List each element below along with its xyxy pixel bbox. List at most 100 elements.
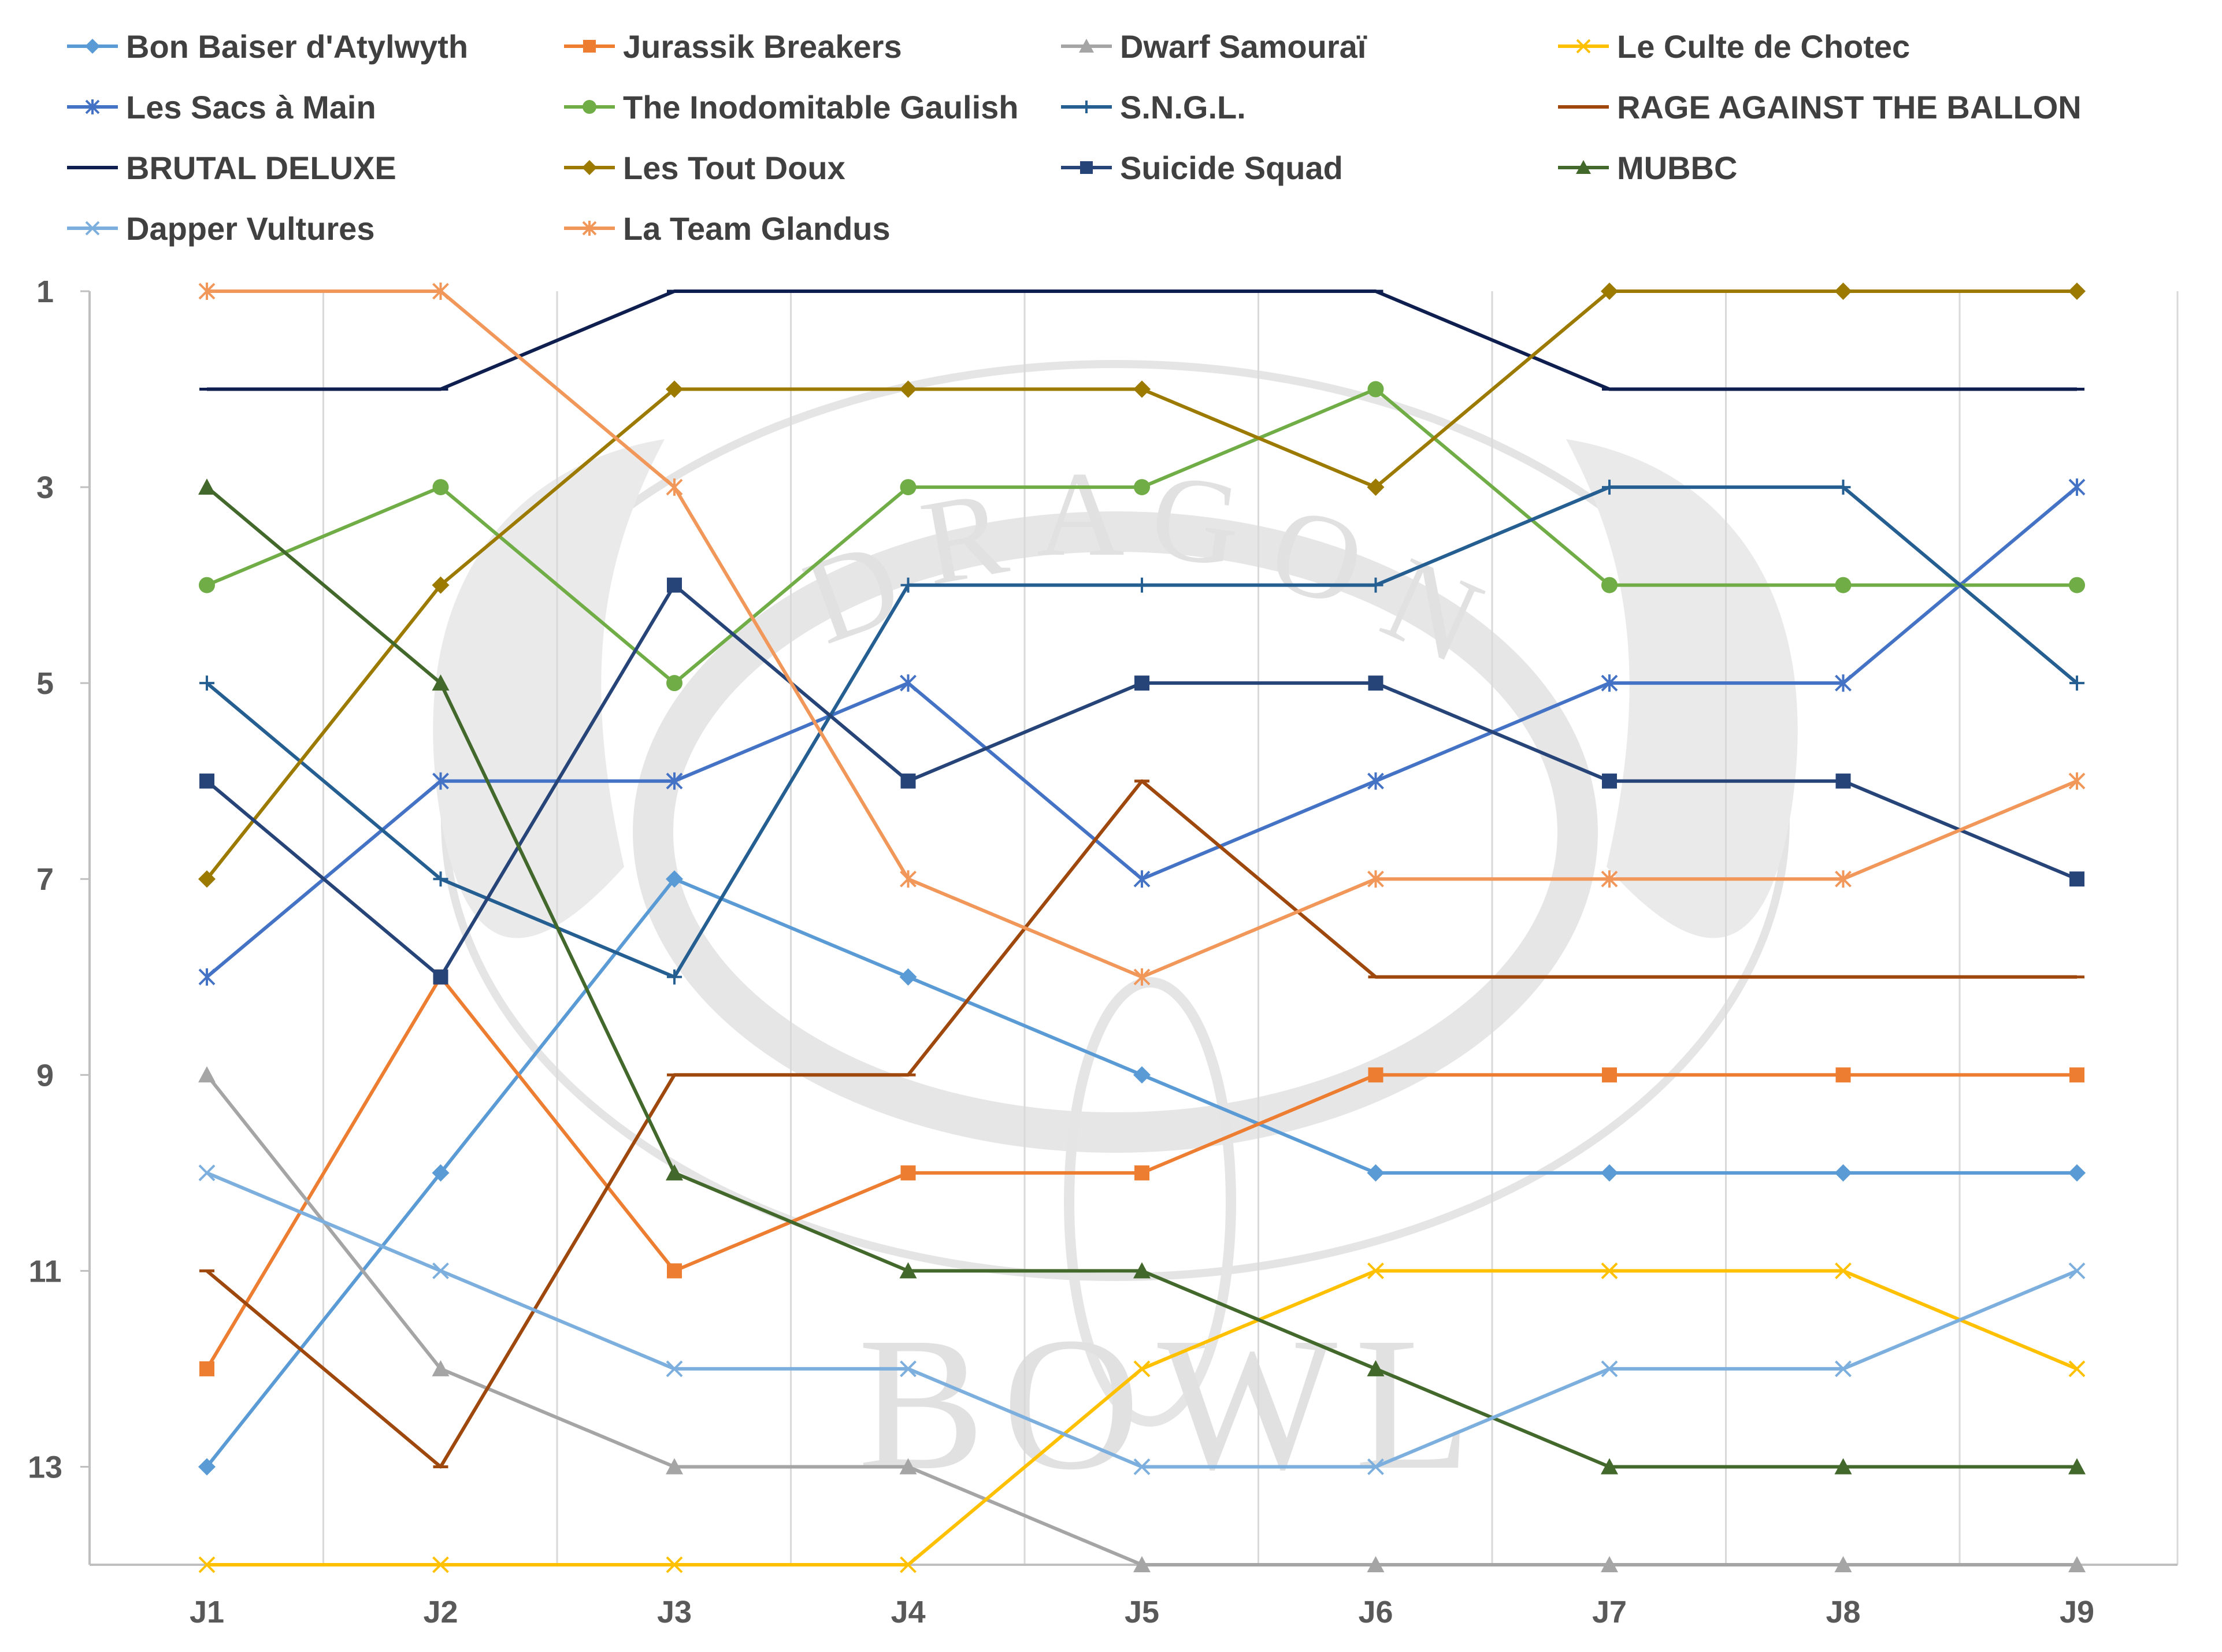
data-point — [2068, 283, 2086, 300]
data-point — [666, 1360, 683, 1378]
legend-item-mubbc: MUBBC — [1558, 150, 1737, 186]
legend-item-rage-against-the-ballon: RAGE AGAINST THE BALLON — [1558, 89, 2082, 125]
legend-label: Les Sacs à Main — [126, 89, 376, 125]
series-rage-against-the-ballon — [199, 779, 2084, 1469]
data-point — [666, 380, 683, 398]
data-point — [899, 968, 917, 986]
data-point — [2068, 1164, 2086, 1182]
x-tick-label: J1 — [190, 1595, 224, 1629]
legend-label: Le Culte de Chotec — [1617, 28, 1910, 65]
data-point — [85, 99, 100, 114]
y-tick-label: 9 — [36, 1058, 54, 1093]
data-point — [1834, 1556, 1852, 1572]
data-point — [900, 773, 916, 789]
data-point — [900, 577, 916, 593]
data-point — [2068, 1262, 2086, 1279]
watermark-right-wing — [1566, 439, 1798, 938]
data-point — [199, 773, 214, 789]
data-point — [1602, 1067, 1617, 1083]
data-point — [582, 221, 597, 236]
series-dapper-vultures — [198, 1164, 2086, 1475]
legend-item-bon-baiser-d-atylwyth: Bon Baiser d'Atylwyth — [67, 28, 468, 65]
data-point — [1080, 101, 1093, 113]
data-point — [432, 772, 449, 790]
legend-item-les-sacs-a-main: Les Sacs à Main — [67, 89, 376, 125]
legend-item-la-team-glandus: La Team Glandus — [564, 210, 891, 247]
data-point — [1834, 1164, 1852, 1182]
data-point — [1601, 674, 1618, 692]
series-la-team-glandus — [198, 283, 2086, 986]
data-point — [432, 283, 449, 300]
legend-item-jurassik-breakers: Jurassik Breakers — [564, 28, 902, 65]
data-point — [432, 1164, 450, 1182]
legend-label: Dapper Vultures — [126, 210, 374, 247]
legend-label: RAGE AGAINST THE BALLON — [1617, 89, 2082, 125]
series-les-tout-doux — [198, 283, 2086, 888]
data-point — [667, 1263, 682, 1279]
data-point — [1601, 870, 1618, 888]
data-point — [1601, 1164, 1618, 1182]
y-tick-label: 1 — [36, 274, 54, 309]
watermark-bowl-text: BOWL — [858, 1298, 1488, 1509]
data-point — [1835, 674, 1852, 692]
series-le-culte-de-chotec — [198, 1262, 2086, 1573]
data-point — [1576, 39, 1591, 54]
data-point — [2068, 1556, 2086, 1572]
data-point — [1368, 1067, 1383, 1083]
legend-label: Les Tout Doux — [623, 150, 845, 186]
series-the-inodomitable-gaulish — [199, 381, 2085, 692]
watermark-letter: A — [1037, 447, 1125, 581]
watermark-letter: G — [1144, 448, 1249, 593]
data-point — [900, 1360, 917, 1378]
data-point — [1134, 479, 1150, 496]
legend-label: The Inodomitable Gaulish — [623, 89, 1019, 125]
data-point — [2068, 478, 2086, 496]
series-jurassik-breakers — [199, 969, 2084, 1376]
data-point — [1367, 772, 1384, 790]
series-s-n-g-l — [199, 480, 2084, 985]
data-point — [432, 576, 450, 594]
series-mubbc — [198, 478, 2086, 1475]
data-point — [900, 674, 917, 692]
data-point — [900, 479, 917, 496]
data-point — [666, 1458, 683, 1475]
data-point — [1835, 1360, 1852, 1378]
legend-label: Jurassik Breakers — [623, 28, 902, 65]
data-point — [1133, 1066, 1151, 1084]
series-dwarf-samourai — [198, 1066, 2086, 1572]
legend-item-dwarf-samourai: Dwarf Samouraï — [1061, 28, 1367, 65]
data-point — [1602, 480, 1617, 495]
data-point — [1367, 1458, 1384, 1475]
data-point — [1080, 161, 1093, 174]
watermark-letter: D — [789, 514, 917, 670]
legend-label: La Team Glandus — [623, 210, 891, 247]
data-point — [198, 1556, 216, 1573]
watermark-letter: O — [1256, 480, 1378, 633]
data-point — [666, 675, 682, 692]
data-point — [1601, 1262, 1618, 1279]
data-point — [900, 870, 917, 888]
data-point — [667, 969, 682, 985]
y-tick-label: 7 — [36, 862, 54, 897]
data-point — [1133, 380, 1151, 398]
legend-label: Dwarf Samouraï — [1120, 28, 1367, 65]
data-point — [1367, 1556, 1385, 1572]
data-point — [432, 1556, 449, 1573]
legend-item-brutal-deluxe: BRUTAL DELUXE — [67, 150, 396, 186]
data-point — [1134, 1165, 1149, 1180]
x-tick-label: J3 — [657, 1595, 692, 1629]
x-tick-label: J2 — [423, 1595, 458, 1629]
data-point — [1602, 773, 1617, 789]
data-point — [199, 675, 214, 691]
legend-label: Bon Baiser d'Atylwyth — [126, 28, 468, 65]
data-point — [85, 221, 100, 236]
legend-item-les-tout-doux: Les Tout Doux — [564, 150, 845, 186]
data-point — [582, 160, 597, 175]
legend-label: Suicide Squad — [1120, 150, 1343, 186]
data-point — [1133, 968, 1151, 986]
data-point — [1367, 1360, 1385, 1376]
data-point — [583, 40, 596, 53]
data-point — [1601, 1458, 1618, 1475]
y-tick-label: 5 — [36, 666, 54, 701]
